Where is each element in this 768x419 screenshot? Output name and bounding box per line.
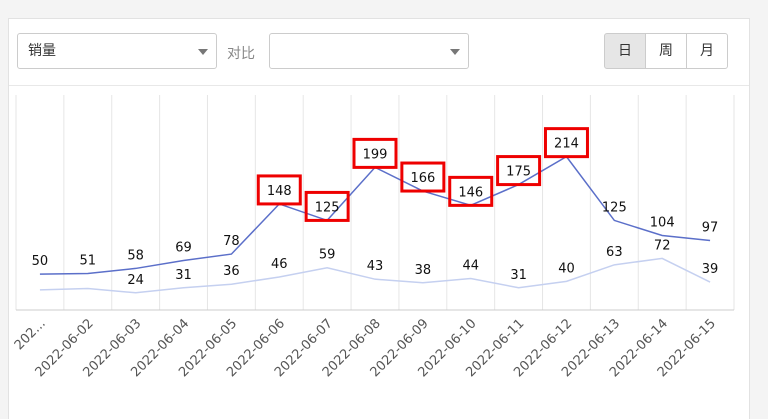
data-label: 214 <box>554 137 579 152</box>
highlight-box <box>448 175 494 207</box>
data-label: 46 <box>271 257 288 272</box>
data-label: 38 <box>415 263 432 278</box>
data-label: 40 <box>558 261 575 276</box>
highlight-box <box>352 137 398 169</box>
data-label: 199 <box>363 147 388 162</box>
panel: 销量 对比 日周月 <box>8 18 750 419</box>
data-label: 63 <box>606 245 623 260</box>
highlight-box <box>496 155 542 187</box>
data-label: 175 <box>506 165 531 180</box>
data-label: 146 <box>458 185 483 200</box>
data-label: 59 <box>319 248 336 263</box>
highlight-box <box>543 127 589 159</box>
x-tick-label: 202... <box>12 316 49 353</box>
data-label: 50 <box>32 254 49 269</box>
data-label: 69 <box>175 241 192 256</box>
highlight-box <box>304 190 350 222</box>
data-label: 166 <box>410 171 435 186</box>
data-label: 39 <box>702 262 719 277</box>
data-label: 31 <box>510 268 527 283</box>
data-label: 36 <box>223 264 240 279</box>
data-label: 78 <box>223 234 240 249</box>
data-label: 104 <box>650 215 675 230</box>
data-label: 58 <box>127 248 144 263</box>
data-label: 72 <box>654 238 671 253</box>
period-button[interactable]: 月 <box>686 33 728 69</box>
period-buttons: 日周月 <box>604 33 728 69</box>
data-label: 24 <box>127 273 144 288</box>
data-label: 51 <box>80 253 97 268</box>
highlight-box <box>256 174 302 206</box>
data-label: 43 <box>367 259 384 274</box>
highlight-box <box>400 161 446 193</box>
data-label: 125 <box>602 200 627 215</box>
series-line <box>39 257 711 294</box>
metric-select[interactable]: 销量 <box>17 33 217 69</box>
data-label: 148 <box>267 184 292 199</box>
divider <box>9 85 749 86</box>
compare-label: 对比 <box>227 46 255 62</box>
data-label: 125 <box>315 200 340 215</box>
data-label: 31 <box>175 268 192 283</box>
compare-select[interactable] <box>269 33 469 69</box>
data-label: 97 <box>702 220 719 235</box>
data-label: 44 <box>462 258 479 273</box>
period-button[interactable]: 日 <box>604 33 646 69</box>
